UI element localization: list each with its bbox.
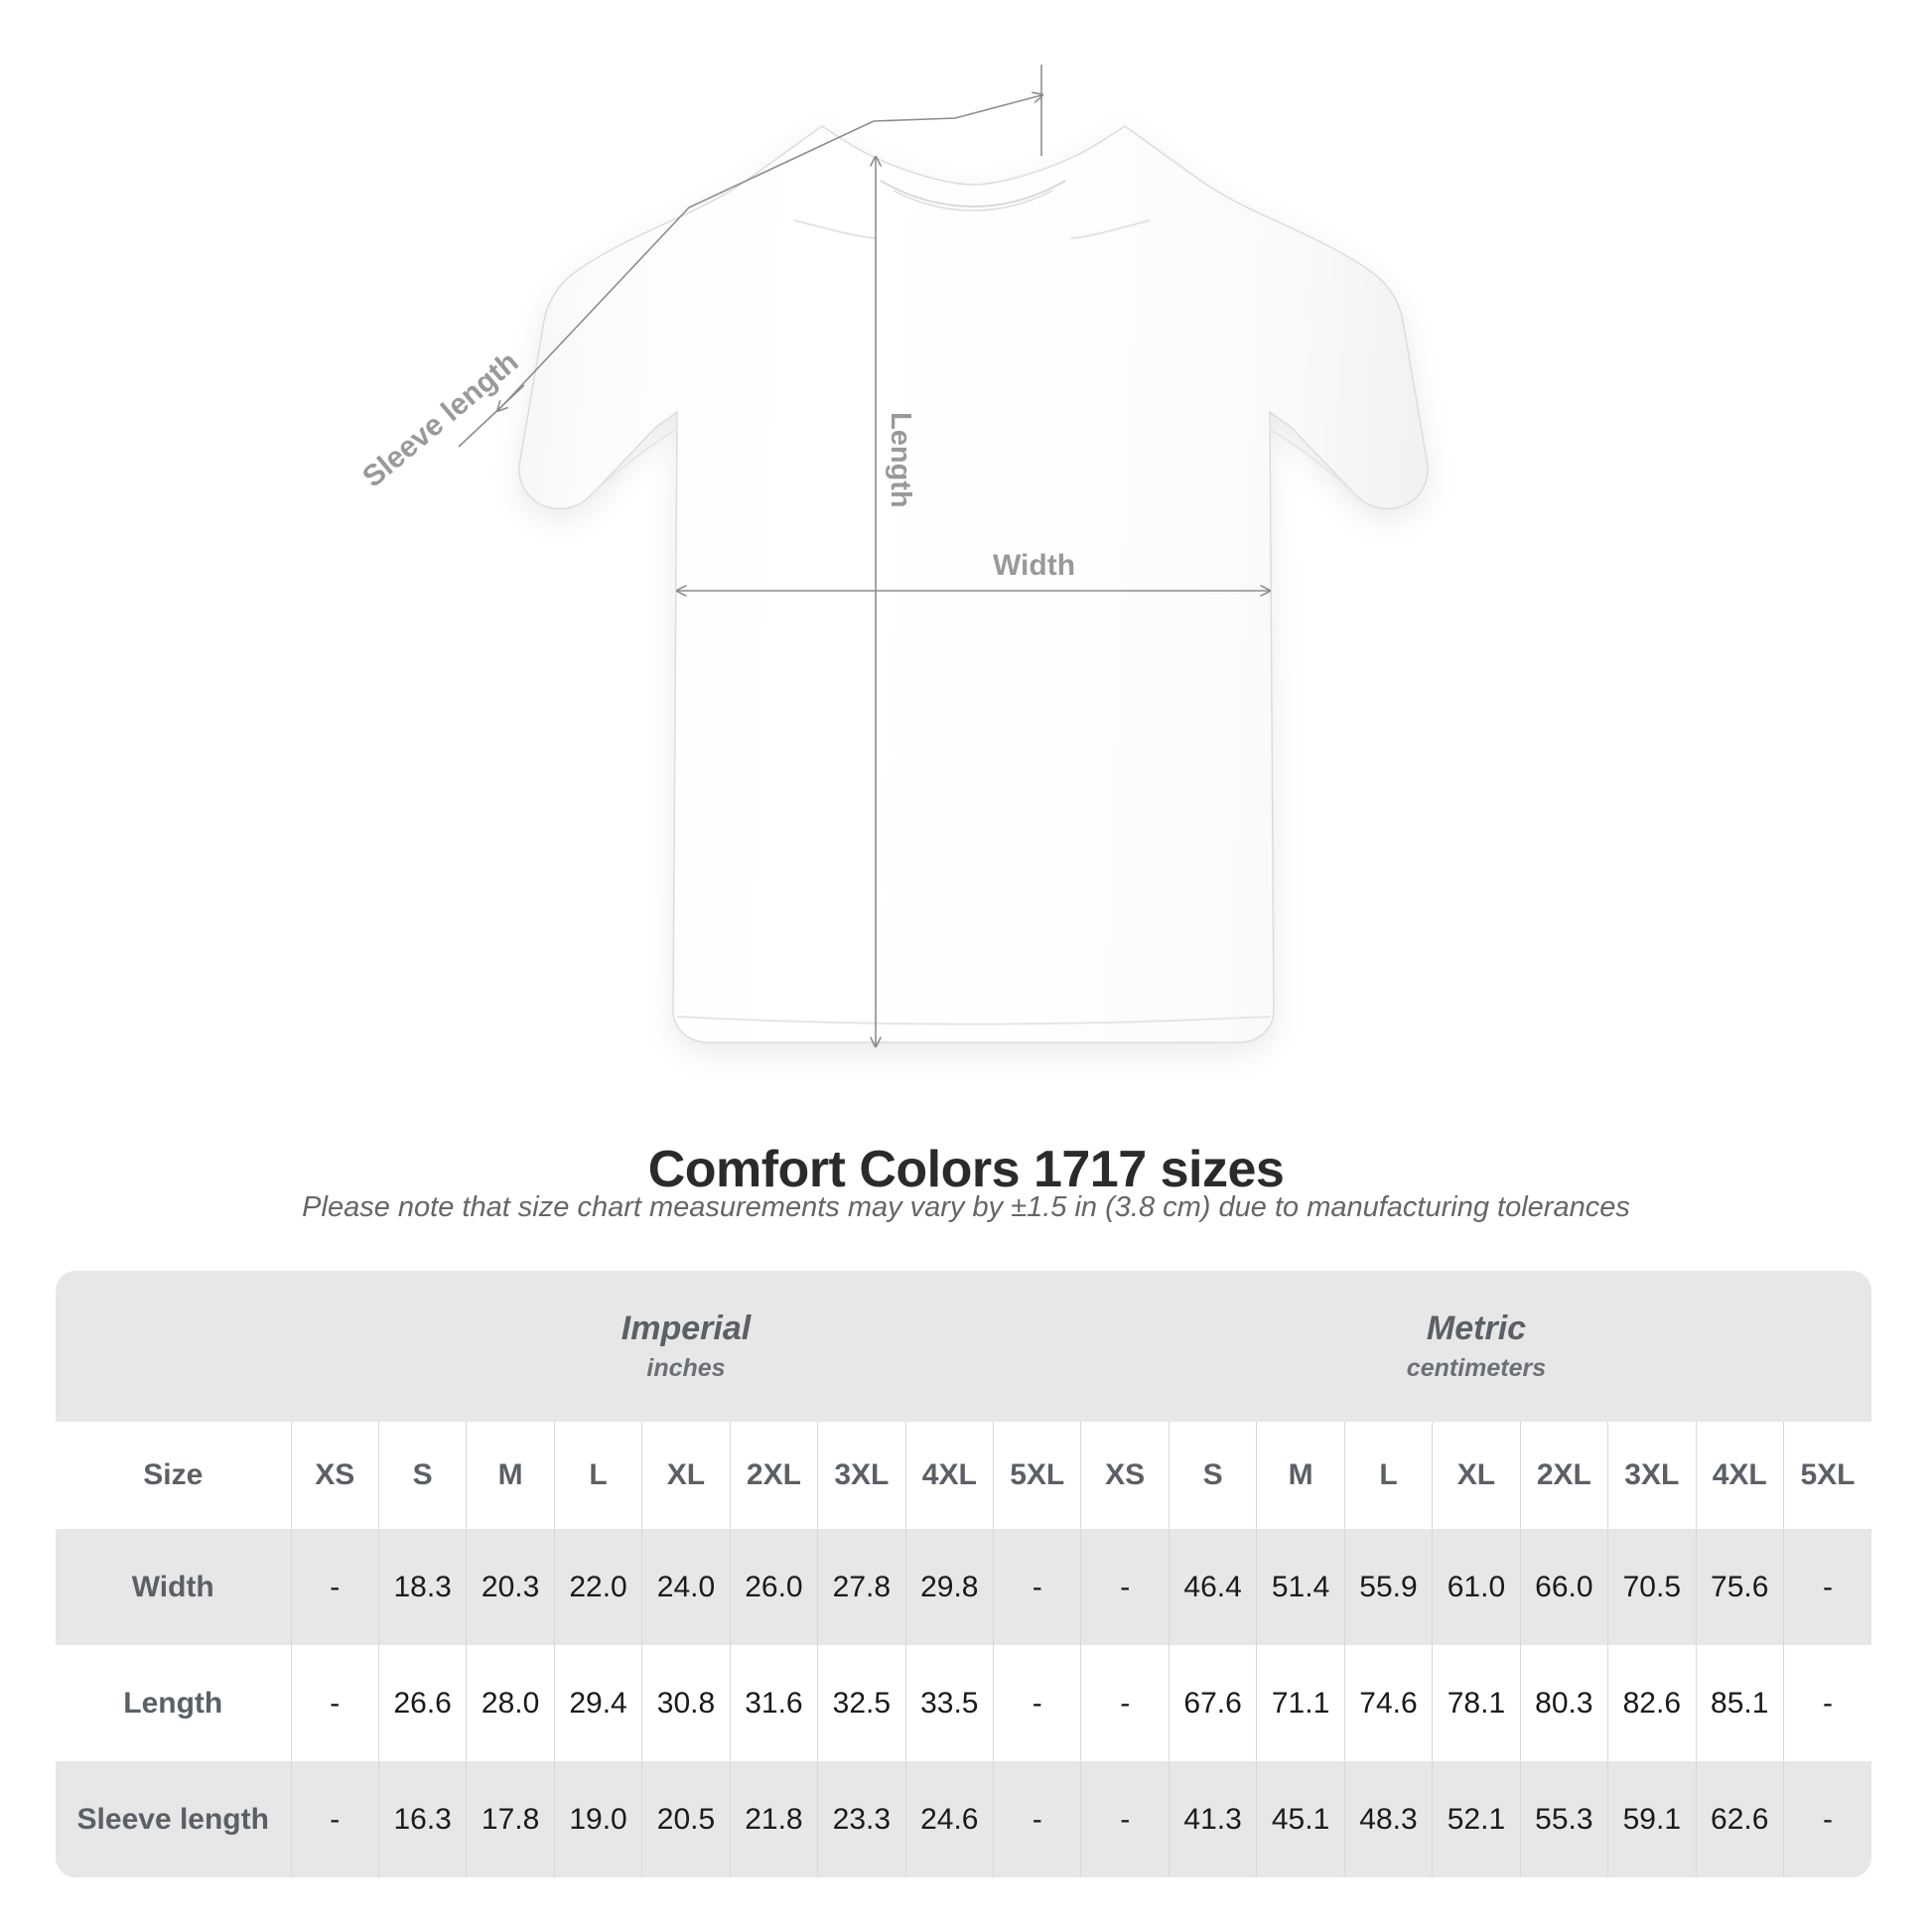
svg-text:Sleeve length: Sleeve length [356,345,524,494]
svg-text:Width: Width [993,549,1075,582]
svg-text:Length: Length [885,412,916,508]
